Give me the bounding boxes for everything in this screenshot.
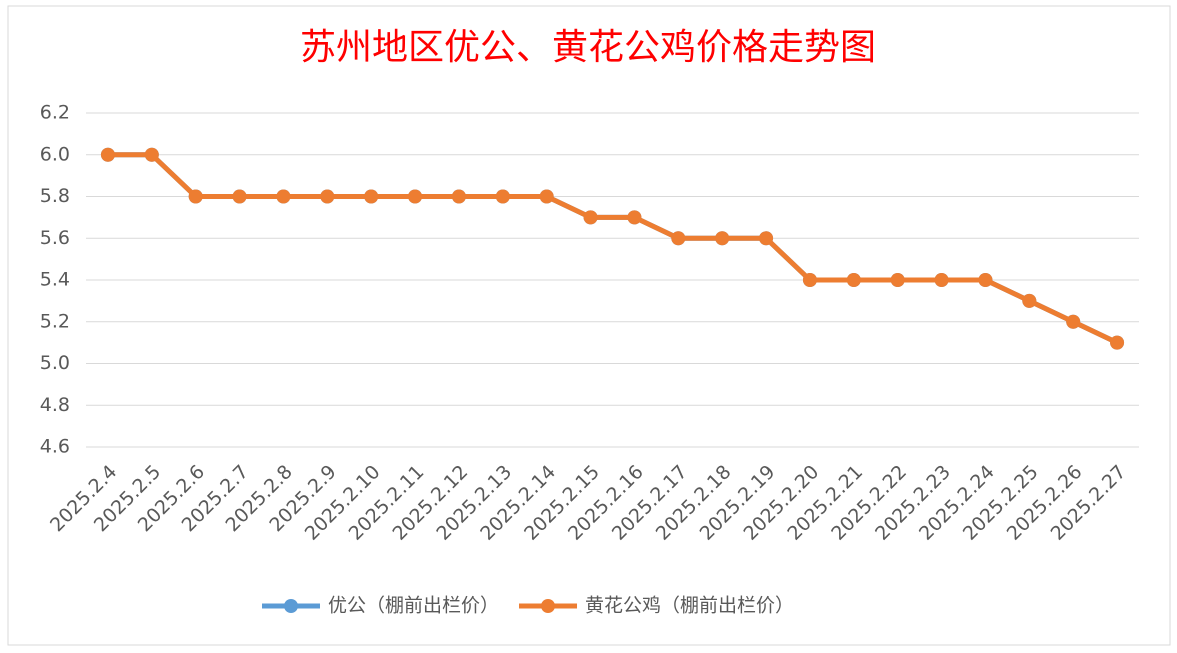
data-point <box>539 189 554 204</box>
data-point <box>715 231 730 246</box>
data-point <box>846 273 861 287</box>
legend-marker <box>284 599 298 613</box>
data-point <box>451 189 466 204</box>
data-point <box>1110 335 1125 350</box>
legend-label: 黄花公鸡（棚前出栏价） <box>585 595 794 617</box>
data-point <box>408 189 423 204</box>
data-point <box>671 231 686 246</box>
y-tick-label: 4.6 <box>40 436 70 458</box>
data-point <box>890 273 905 287</box>
data-point <box>100 147 115 162</box>
data-point <box>364 189 379 204</box>
chart-frame <box>7 5 1171 646</box>
y-tick-label: 5.8 <box>40 185 70 207</box>
data-point <box>276 189 291 204</box>
legend-marker <box>541 599 556 613</box>
legend-label: 优公（棚前出栏价） <box>328 595 499 617</box>
y-tick-label: 5.6 <box>40 227 70 249</box>
chart-title: 苏州地区优公、黄花公鸡价格走势图 <box>300 27 876 68</box>
data-point <box>583 210 598 225</box>
data-point <box>495 189 510 204</box>
y-tick-label: 4.8 <box>40 394 70 416</box>
data-point <box>802 273 817 287</box>
data-point <box>188 189 203 204</box>
y-tick-label: 5.0 <box>40 352 70 374</box>
data-point <box>1022 293 1037 308</box>
y-tick-label: 6.0 <box>40 143 70 165</box>
y-tick-label: 5.2 <box>40 310 70 332</box>
data-point <box>759 231 774 246</box>
series-line <box>107 152 1119 345</box>
y-tick-label: 6.2 <box>40 102 70 124</box>
data-point <box>232 189 247 204</box>
data-point <box>627 210 642 225</box>
data-point <box>320 189 335 204</box>
data-point <box>934 273 949 287</box>
data-point <box>978 273 993 287</box>
data-point <box>1066 314 1081 329</box>
y-tick-label: 5.4 <box>40 269 70 291</box>
data-point <box>144 147 159 162</box>
